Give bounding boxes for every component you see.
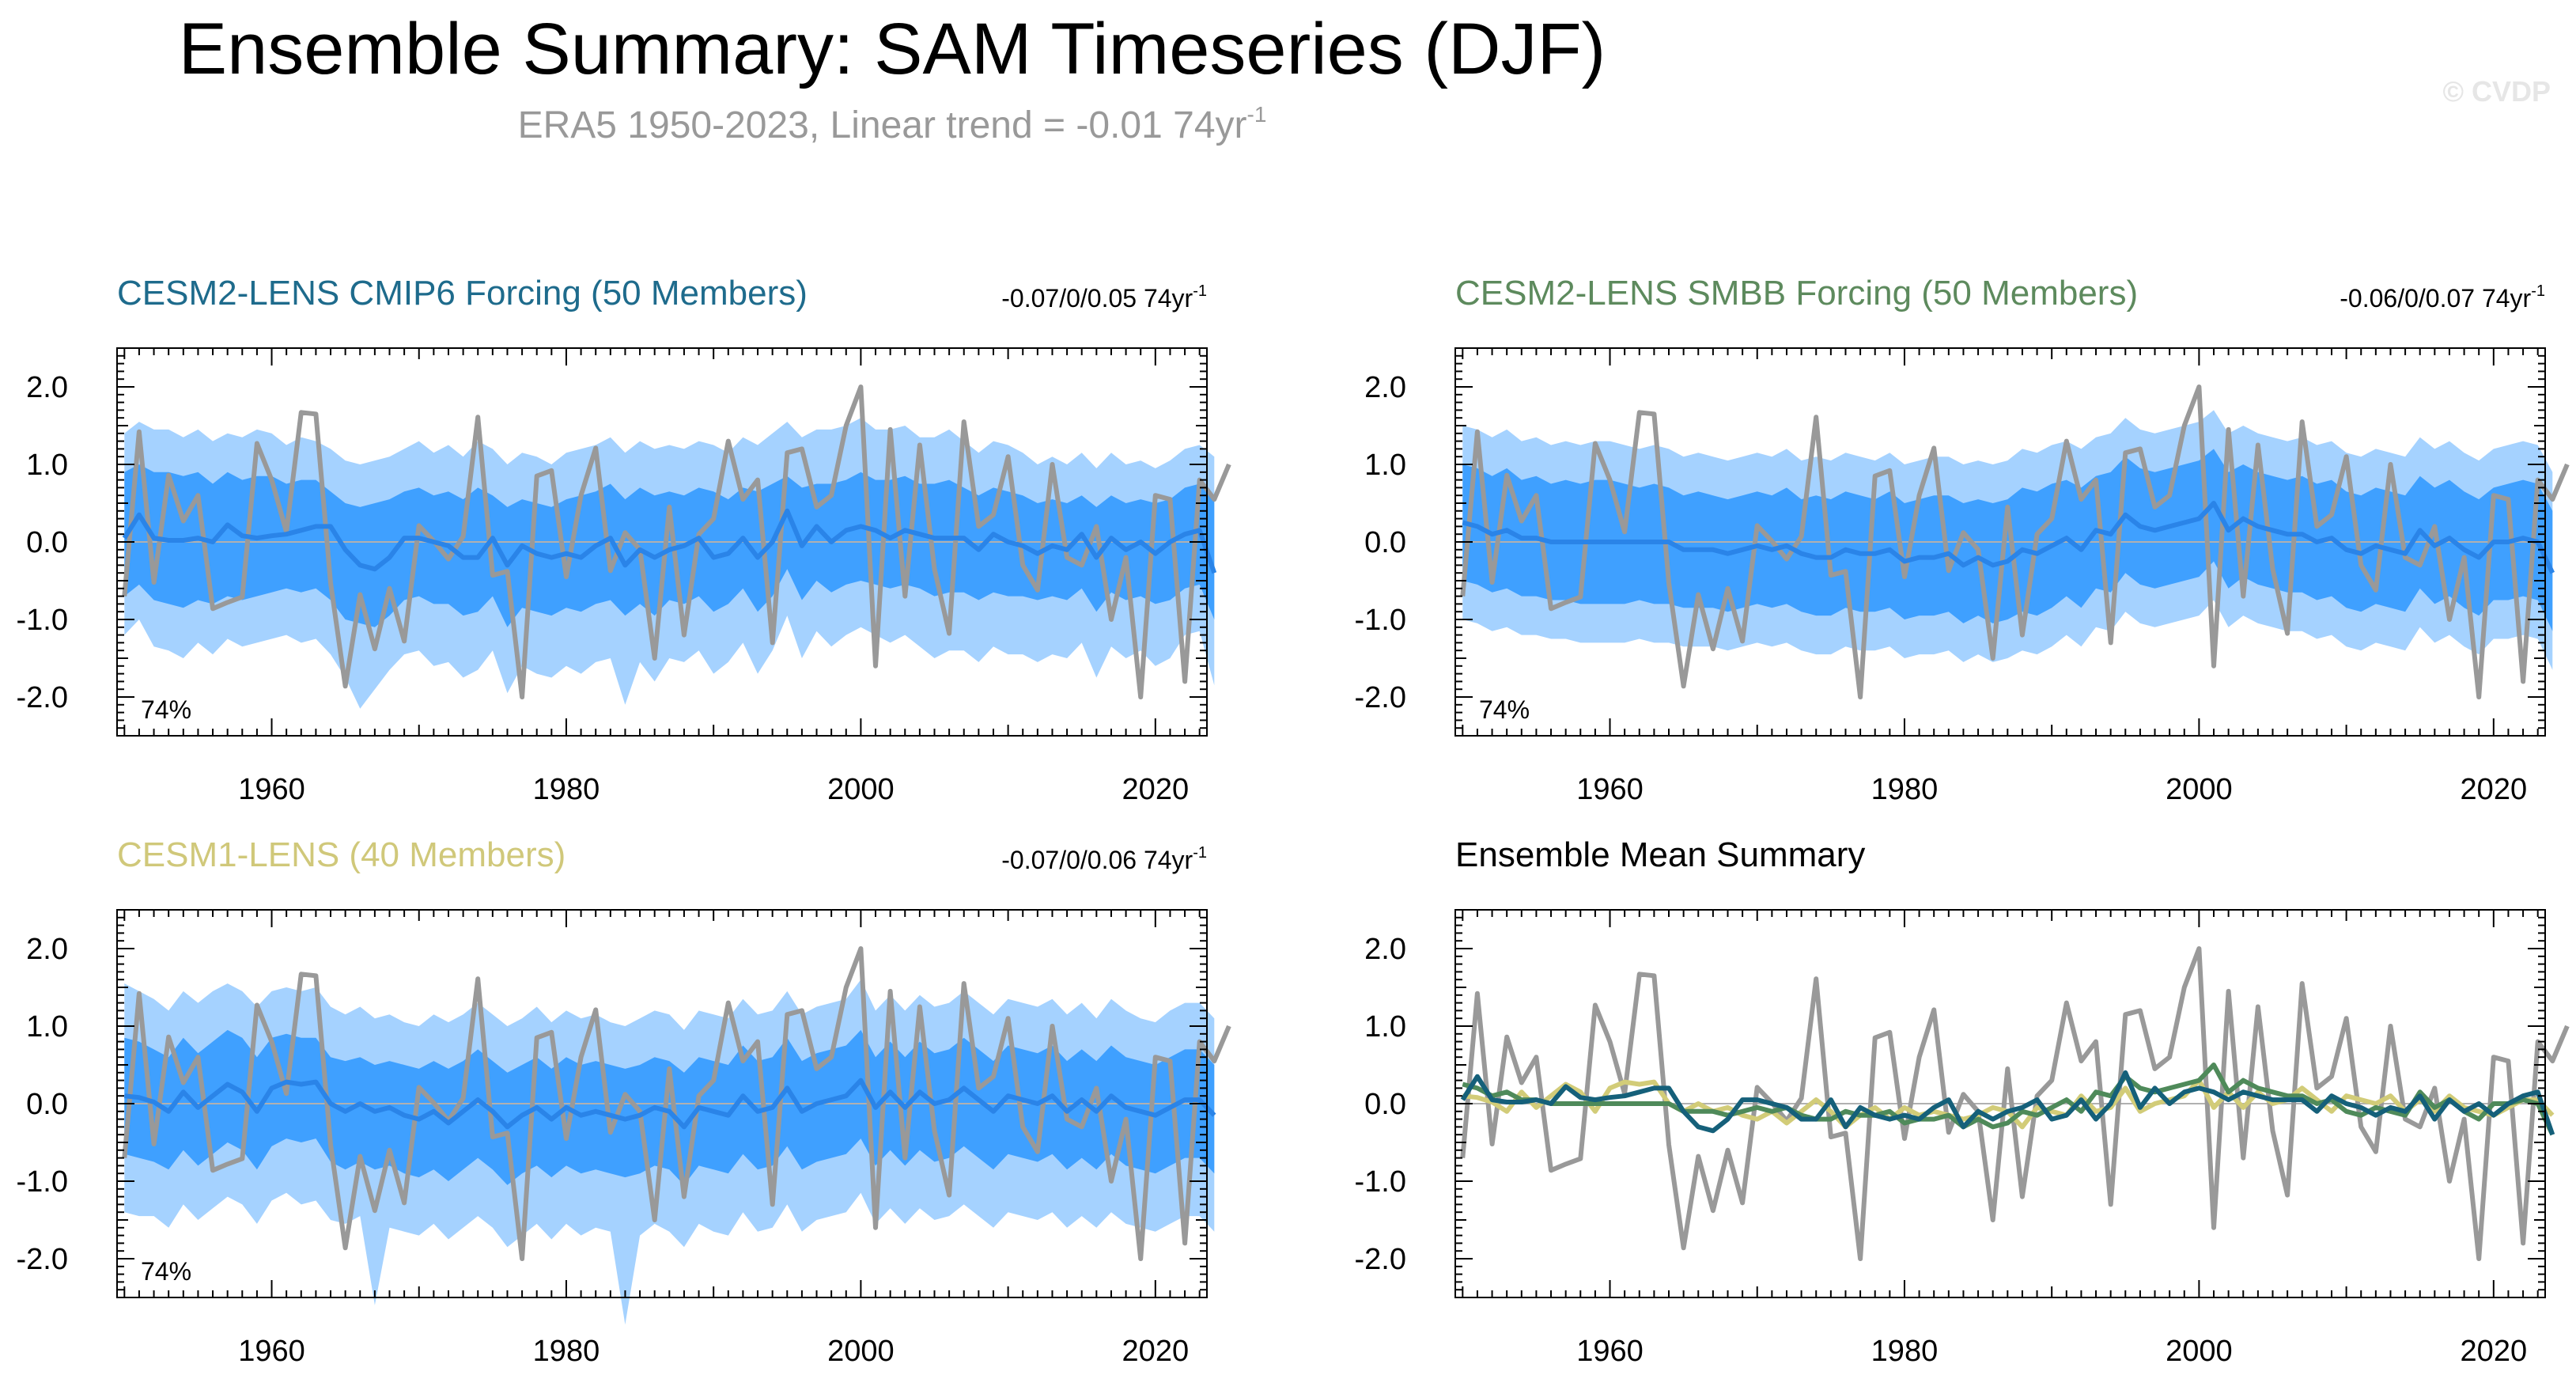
x-tick-label: 2020	[2461, 1335, 2528, 1368]
y-tick-label: -1.0	[1355, 604, 1406, 637]
y-tick-label: -1.0	[17, 604, 68, 637]
subtitle-text: ERA5 1950-2023, Linear trend = -0.01 74y…	[518, 104, 1247, 146]
era5-observed-line	[1460, 384, 2570, 699]
ensemble-mean-line	[123, 1078, 1216, 1130]
y-tick-label: -2.0	[17, 681, 68, 714]
y-tick-label: 0.0	[1364, 1088, 1406, 1121]
inner-spread-band	[1462, 449, 2553, 631]
panel-ensemble-mean-summary: 1960 1980 2000 2020 -2.0 -1.0 0.0 1.0 2.0 Ensembl…	[1355, 835, 2570, 1368]
x-tick-label: 1980	[1871, 1335, 1939, 1368]
y-tick-label: 1.0	[26, 1010, 68, 1044]
y-tick-label: -1.0	[17, 1165, 68, 1199]
era5-observed-line	[122, 946, 1231, 1261]
x-tick-label: 2020	[1122, 1335, 1190, 1368]
percent-label: 74%	[1479, 695, 1530, 724]
x-tick-label: 1960	[238, 1335, 305, 1368]
trend-label: -0.06/0/0.07 74yr-1	[2340, 282, 2545, 313]
trend-text: -0.07/0/0.05 74yr	[1001, 284, 1193, 313]
x-tick-label: 1980	[533, 773, 600, 806]
watermark: © CVDP	[2442, 75, 2551, 108]
panel-title: CESM2-LENS CMIP6 Forcing (50 Members)	[117, 274, 808, 313]
y-tick-label: 2.0	[26, 933, 68, 966]
y-tick-label: 1.0	[1364, 1010, 1406, 1044]
y-tick-label: 0.0	[1364, 526, 1406, 559]
y-tick-label: 0.0	[26, 526, 68, 559]
x-tick-label: 1960	[1576, 1335, 1644, 1368]
x-tick-label: 2000	[827, 773, 895, 806]
y-tick-label: 1.0	[1364, 449, 1406, 482]
panel-cesm1-lens: 1960 1980 2000 2020 -2.0 -1.0 0.0 1.0 2.0 CESM1-L…	[17, 835, 1231, 1368]
inner-spread-band	[124, 1029, 1215, 1185]
panel-title: CESM2-LENS SMBB Forcing (50 Members)	[1455, 274, 2138, 313]
panel-title: CESM1-LENS (40 Members)	[117, 835, 566, 874]
figure-subtitle: ERA5 1950-2023, Linear trend = -0.01 74y…	[518, 102, 1267, 146]
percent-label: 74%	[141, 1257, 191, 1286]
trend-text: -0.06/0/0.07 74yr	[2340, 284, 2531, 313]
trend-superscript: -1	[1193, 282, 1207, 300]
y-tick-label: 2.0	[1364, 371, 1406, 404]
y-tick-label: 0.0	[26, 1088, 68, 1121]
y-tick-label: 2.0	[1364, 933, 1406, 966]
panel-cesm2-cmip6: 1960 1980 2000 2020 -2.0 -1.0 0.0 1.0 2.0 CESM2-L…	[17, 274, 1231, 806]
figure-title: Ensemble Summary: SAM Timeseries (DJF)	[179, 9, 1606, 89]
x-tick-label: 2000	[2166, 1335, 2233, 1368]
x-tick-label: 1960	[238, 773, 305, 806]
y-tick-label: -2.0	[17, 1243, 68, 1276]
x-tick-label: 2000	[2166, 773, 2233, 806]
cesm2-lens-cmip6-mean-line	[1460, 1070, 2555, 1136]
y-tick-label: 2.0	[26, 371, 68, 404]
trend-label: -0.07/0/0.05 74yr-1	[1001, 282, 1207, 313]
ensemble-mean-line	[1462, 501, 2555, 574]
y-tick-label: -2.0	[1355, 1243, 1406, 1276]
x-tick-label: 1980	[1871, 773, 1939, 806]
ensemble-mean-line	[122, 508, 1217, 574]
x-tick-label: 2020	[1122, 773, 1190, 806]
subtitle-superscript: -1	[1247, 102, 1267, 127]
inner-spread-band	[124, 464, 1215, 627]
y-tick-label: -2.0	[1355, 681, 1406, 714]
percent-label: 74%	[141, 695, 191, 724]
trend-superscript: -1	[1193, 844, 1207, 862]
x-tick-label: 1980	[533, 1335, 600, 1368]
y-tick-label: 1.0	[26, 449, 68, 482]
panel-title: Ensemble Mean Summary	[1455, 835, 1865, 874]
era5-observed-line	[122, 384, 1231, 699]
trend-text: -0.07/0/0.06 74yr	[1001, 846, 1193, 874]
x-tick-label: 2000	[827, 1335, 895, 1368]
x-tick-label: 2020	[2461, 773, 2528, 806]
trend-label: -0.07/0/0.06 74yr-1	[1001, 844, 1207, 874]
trend-superscript: -1	[2531, 282, 2545, 300]
panel-cesm2-smbb: 1960 1980 2000 2020 -2.0 -1.0 0.0 1.0 2.0 CESM2-L…	[1355, 274, 2570, 806]
y-tick-label: -1.0	[1355, 1165, 1406, 1199]
x-tick-label: 1960	[1576, 773, 1644, 806]
era5-observed-line	[1460, 946, 2570, 1261]
